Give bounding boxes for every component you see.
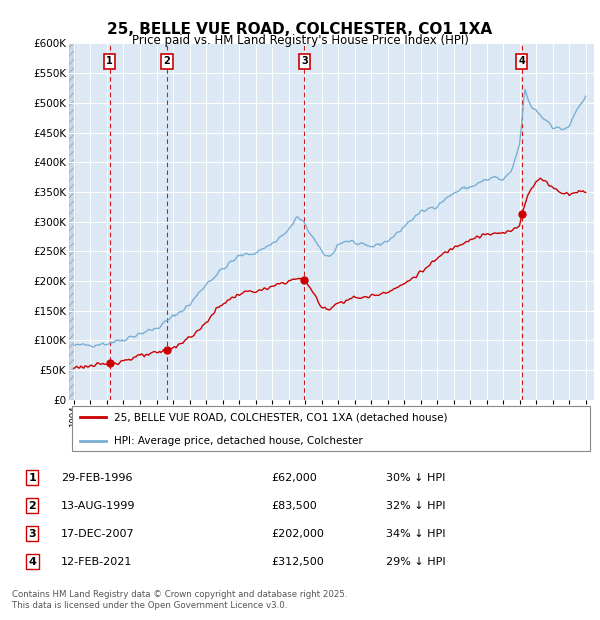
FancyBboxPatch shape bbox=[71, 405, 590, 451]
Text: 30% ↓ HPI: 30% ↓ HPI bbox=[386, 473, 446, 483]
Text: 4: 4 bbox=[28, 557, 36, 567]
Text: 34% ↓ HPI: 34% ↓ HPI bbox=[386, 529, 446, 539]
Text: 1: 1 bbox=[28, 473, 36, 483]
Text: 2: 2 bbox=[28, 501, 36, 511]
Text: 2: 2 bbox=[163, 56, 170, 66]
Bar bbox=[69, 43, 75, 400]
Text: £62,000: £62,000 bbox=[271, 473, 317, 483]
Text: 25, BELLE VUE ROAD, COLCHESTER, CO1 1XA (detached house): 25, BELLE VUE ROAD, COLCHESTER, CO1 1XA … bbox=[113, 412, 447, 422]
Text: 4: 4 bbox=[518, 56, 525, 66]
Text: 12-FEB-2021: 12-FEB-2021 bbox=[61, 557, 133, 567]
Text: £312,500: £312,500 bbox=[271, 557, 324, 567]
Text: 17-DEC-2007: 17-DEC-2007 bbox=[61, 529, 134, 539]
Text: 29% ↓ HPI: 29% ↓ HPI bbox=[386, 557, 446, 567]
Text: 29-FEB-1996: 29-FEB-1996 bbox=[61, 473, 133, 483]
Text: 1: 1 bbox=[106, 56, 113, 66]
Text: Contains HM Land Registry data © Crown copyright and database right 2025.
This d: Contains HM Land Registry data © Crown c… bbox=[12, 590, 347, 609]
Text: £83,500: £83,500 bbox=[271, 501, 317, 511]
Text: 3: 3 bbox=[28, 529, 36, 539]
Text: 25, BELLE VUE ROAD, COLCHESTER, CO1 1XA: 25, BELLE VUE ROAD, COLCHESTER, CO1 1XA bbox=[107, 22, 493, 37]
Text: 13-AUG-1999: 13-AUG-1999 bbox=[61, 501, 136, 511]
Text: HPI: Average price, detached house, Colchester: HPI: Average price, detached house, Colc… bbox=[113, 436, 362, 446]
Text: £202,000: £202,000 bbox=[271, 529, 324, 539]
Text: Price paid vs. HM Land Registry's House Price Index (HPI): Price paid vs. HM Land Registry's House … bbox=[131, 34, 469, 47]
Text: 32% ↓ HPI: 32% ↓ HPI bbox=[386, 501, 446, 511]
Text: 3: 3 bbox=[301, 56, 308, 66]
